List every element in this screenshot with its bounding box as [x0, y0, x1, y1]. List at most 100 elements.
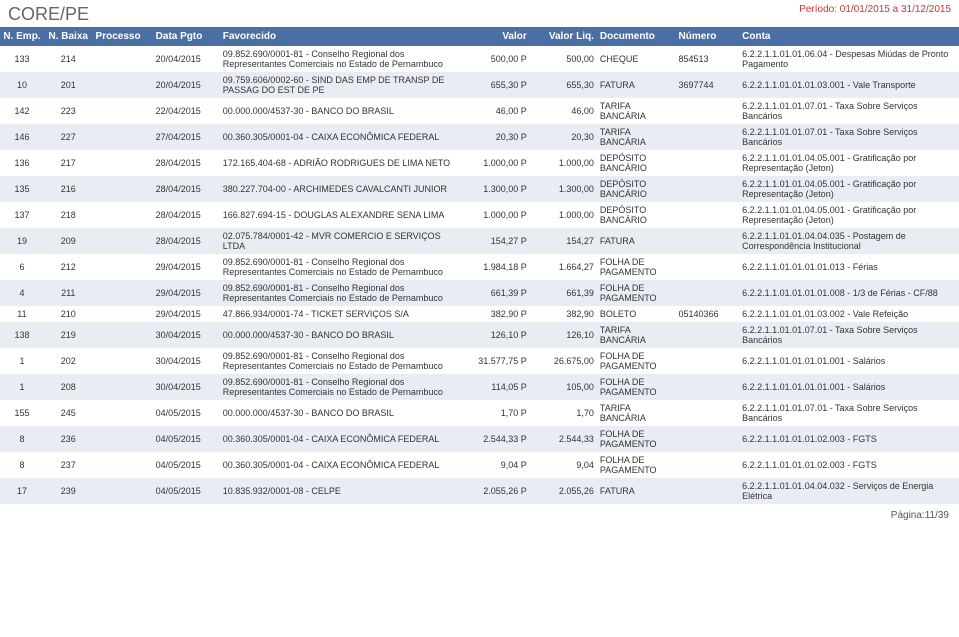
- table-row: 13721828/04/2015166.827.694-15 - DOUGLAS…: [0, 202, 959, 228]
- cell-nemp: 1: [0, 374, 44, 400]
- cell-valor: 1.300,00 P: [463, 176, 530, 202]
- cell-favorecido: 09.852.690/0001-81 - Conselho Regional d…: [220, 280, 463, 306]
- cell-nemp: 133: [0, 46, 44, 72]
- cell-processo: [93, 400, 153, 426]
- cell-conta: 6.2.2.1.1.01.01.01.03.001 - Vale Transpo…: [739, 72, 959, 98]
- cell-nbaixa: 217: [44, 150, 93, 176]
- cell-nbaixa: 201: [44, 72, 93, 98]
- cell-processo: [93, 72, 153, 98]
- cell-data: 28/04/2015: [153, 202, 220, 228]
- cell-processo: [93, 322, 153, 348]
- table-row: 13521628/04/2015380.227.704-00 - ARCHIME…: [0, 176, 959, 202]
- cell-conta: 6.2.2.1.1.01.01.07.01 - Taxa Sobre Servi…: [739, 400, 959, 426]
- cell-data: 22/04/2015: [153, 98, 220, 124]
- cell-processo: [93, 176, 153, 202]
- report-table: N. Emp. N. Baixa Processo Data Pgto Favo…: [0, 27, 959, 504]
- cell-processo: [93, 280, 153, 306]
- cell-nbaixa: 211: [44, 280, 93, 306]
- cell-valor: 1.000,00 P: [463, 202, 530, 228]
- cell-nemp: 10: [0, 72, 44, 98]
- cell-valorliq: 26.675,00: [530, 348, 597, 374]
- cell-nemp: 8: [0, 452, 44, 478]
- cell-valor: 126,10 P: [463, 322, 530, 348]
- cell-conta: 6.2.2.1.1.01.01.07.01 - Taxa Sobre Servi…: [739, 322, 959, 348]
- table-row: 120830/04/201509.852.690/0001-81 - Conse…: [0, 374, 959, 400]
- cell-valorliq: 1.000,00: [530, 150, 597, 176]
- cell-documento: DEPÓSITO BANCÁRIO: [597, 150, 676, 176]
- cell-processo: [93, 46, 153, 72]
- cell-nemp: 137: [0, 202, 44, 228]
- cell-processo: [93, 202, 153, 228]
- cell-favorecido: 00.360.305/0001-04 - CAIXA ECONÔMICA FED…: [220, 452, 463, 478]
- cell-numero: [676, 202, 740, 228]
- cell-numero: [676, 150, 740, 176]
- col-header-nemp: N. Emp.: [0, 27, 44, 46]
- table-row: 1020120/04/201509.759.606/0002-60 - SIND…: [0, 72, 959, 98]
- cell-conta: 6.2.2.1.1.01.01.04.05.001 - Gratificação…: [739, 176, 959, 202]
- cell-numero: 854513: [676, 46, 740, 72]
- table-row: 621229/04/201509.852.690/0001-81 - Conse…: [0, 254, 959, 280]
- col-header-documento: Documento: [597, 27, 676, 46]
- cell-nbaixa: 214: [44, 46, 93, 72]
- cell-conta: 6.2.2.1.1.01.01.01.03.002 - Vale Refeiçã…: [739, 306, 959, 322]
- cell-nbaixa: 237: [44, 452, 93, 478]
- cell-nemp: 1: [0, 348, 44, 374]
- cell-numero: [676, 400, 740, 426]
- cell-numero: [676, 478, 740, 504]
- report-period: Período: 01/01/2015 a 31/12/2015: [799, 4, 951, 15]
- page-title: CORE/PE: [8, 4, 89, 25]
- cell-data: 30/04/2015: [153, 348, 220, 374]
- cell-favorecido: 00.000.000/4537-30 - BANCO DO BRASIL: [220, 400, 463, 426]
- cell-processo: [93, 254, 153, 280]
- cell-processo: [93, 374, 153, 400]
- table-row: 13321420/04/201509.852.690/0001-81 - Con…: [0, 46, 959, 72]
- cell-nbaixa: 209: [44, 228, 93, 254]
- table-row: 1723904/05/201510.835.932/0001-08 - CELP…: [0, 478, 959, 504]
- cell-documento: TARIFA BANCÁRIA: [597, 98, 676, 124]
- cell-conta: 6.2.2.1.1.01.01.01.01.001 - Salários: [739, 374, 959, 400]
- cell-nbaixa: 212: [44, 254, 93, 280]
- cell-data: 04/05/2015: [153, 400, 220, 426]
- cell-conta: 6.2.2.1.1.01.01.06.04 - Despesas Miúdas …: [739, 46, 959, 72]
- cell-documento: DEPÓSITO BANCÁRIO: [597, 202, 676, 228]
- cell-valorliq: 46,00: [530, 98, 597, 124]
- cell-documento: FOLHA DE PAGAMENTO: [597, 280, 676, 306]
- cell-favorecido: 09.852.690/0001-81 - Conselho Regional d…: [220, 254, 463, 280]
- cell-nemp: 6: [0, 254, 44, 280]
- col-header-data: Data Pgto: [153, 27, 220, 46]
- table-row: 1920928/04/201502.075.784/0001-42 - MVR …: [0, 228, 959, 254]
- cell-nbaixa: 245: [44, 400, 93, 426]
- cell-nbaixa: 202: [44, 348, 93, 374]
- cell-numero: [676, 124, 740, 150]
- cell-favorecido: 00.360.305/0001-04 - CAIXA ECONÔMICA FED…: [220, 124, 463, 150]
- cell-processo: [93, 348, 153, 374]
- cell-valor: 1,70 P: [463, 400, 530, 426]
- cell-nemp: 142: [0, 98, 44, 124]
- cell-conta: 6.2.2.1.1.01.01.01.01.008 - 1/3 de Féria…: [739, 280, 959, 306]
- cell-numero: [676, 426, 740, 452]
- cell-valorliq: 126,10: [530, 322, 597, 348]
- cell-data: 20/04/2015: [153, 72, 220, 98]
- cell-valor: 1.000,00 P: [463, 150, 530, 176]
- cell-nemp: 4: [0, 280, 44, 306]
- cell-valor: 382,90 P: [463, 306, 530, 322]
- cell-valorliq: 2.055,26: [530, 478, 597, 504]
- cell-data: 29/04/2015: [153, 280, 220, 306]
- cell-processo: [93, 478, 153, 504]
- cell-numero: 3697744: [676, 72, 740, 98]
- col-header-nbaixa: N. Baixa: [44, 27, 93, 46]
- cell-valorliq: 154,27: [530, 228, 597, 254]
- cell-numero: [676, 176, 740, 202]
- cell-processo: [93, 124, 153, 150]
- cell-data: 27/04/2015: [153, 124, 220, 150]
- cell-valor: 661,39 P: [463, 280, 530, 306]
- cell-data: 28/04/2015: [153, 228, 220, 254]
- cell-processo: [93, 98, 153, 124]
- table-row: 14222322/04/201500.000.000/4537-30 - BAN…: [0, 98, 959, 124]
- cell-documento: FOLHA DE PAGAMENTO: [597, 254, 676, 280]
- cell-conta: 6.2.2.1.1.01.01.04.04.032 - Serviços de …: [739, 478, 959, 504]
- col-header-valorliq: Valor Liq.: [530, 27, 597, 46]
- cell-conta: 6.2.2.1.1.01.01.07.01 - Taxa Sobre Servi…: [739, 124, 959, 150]
- cell-conta: 6.2.2.1.1.01.01.01.02.003 - FGTS: [739, 426, 959, 452]
- cell-processo: [93, 452, 153, 478]
